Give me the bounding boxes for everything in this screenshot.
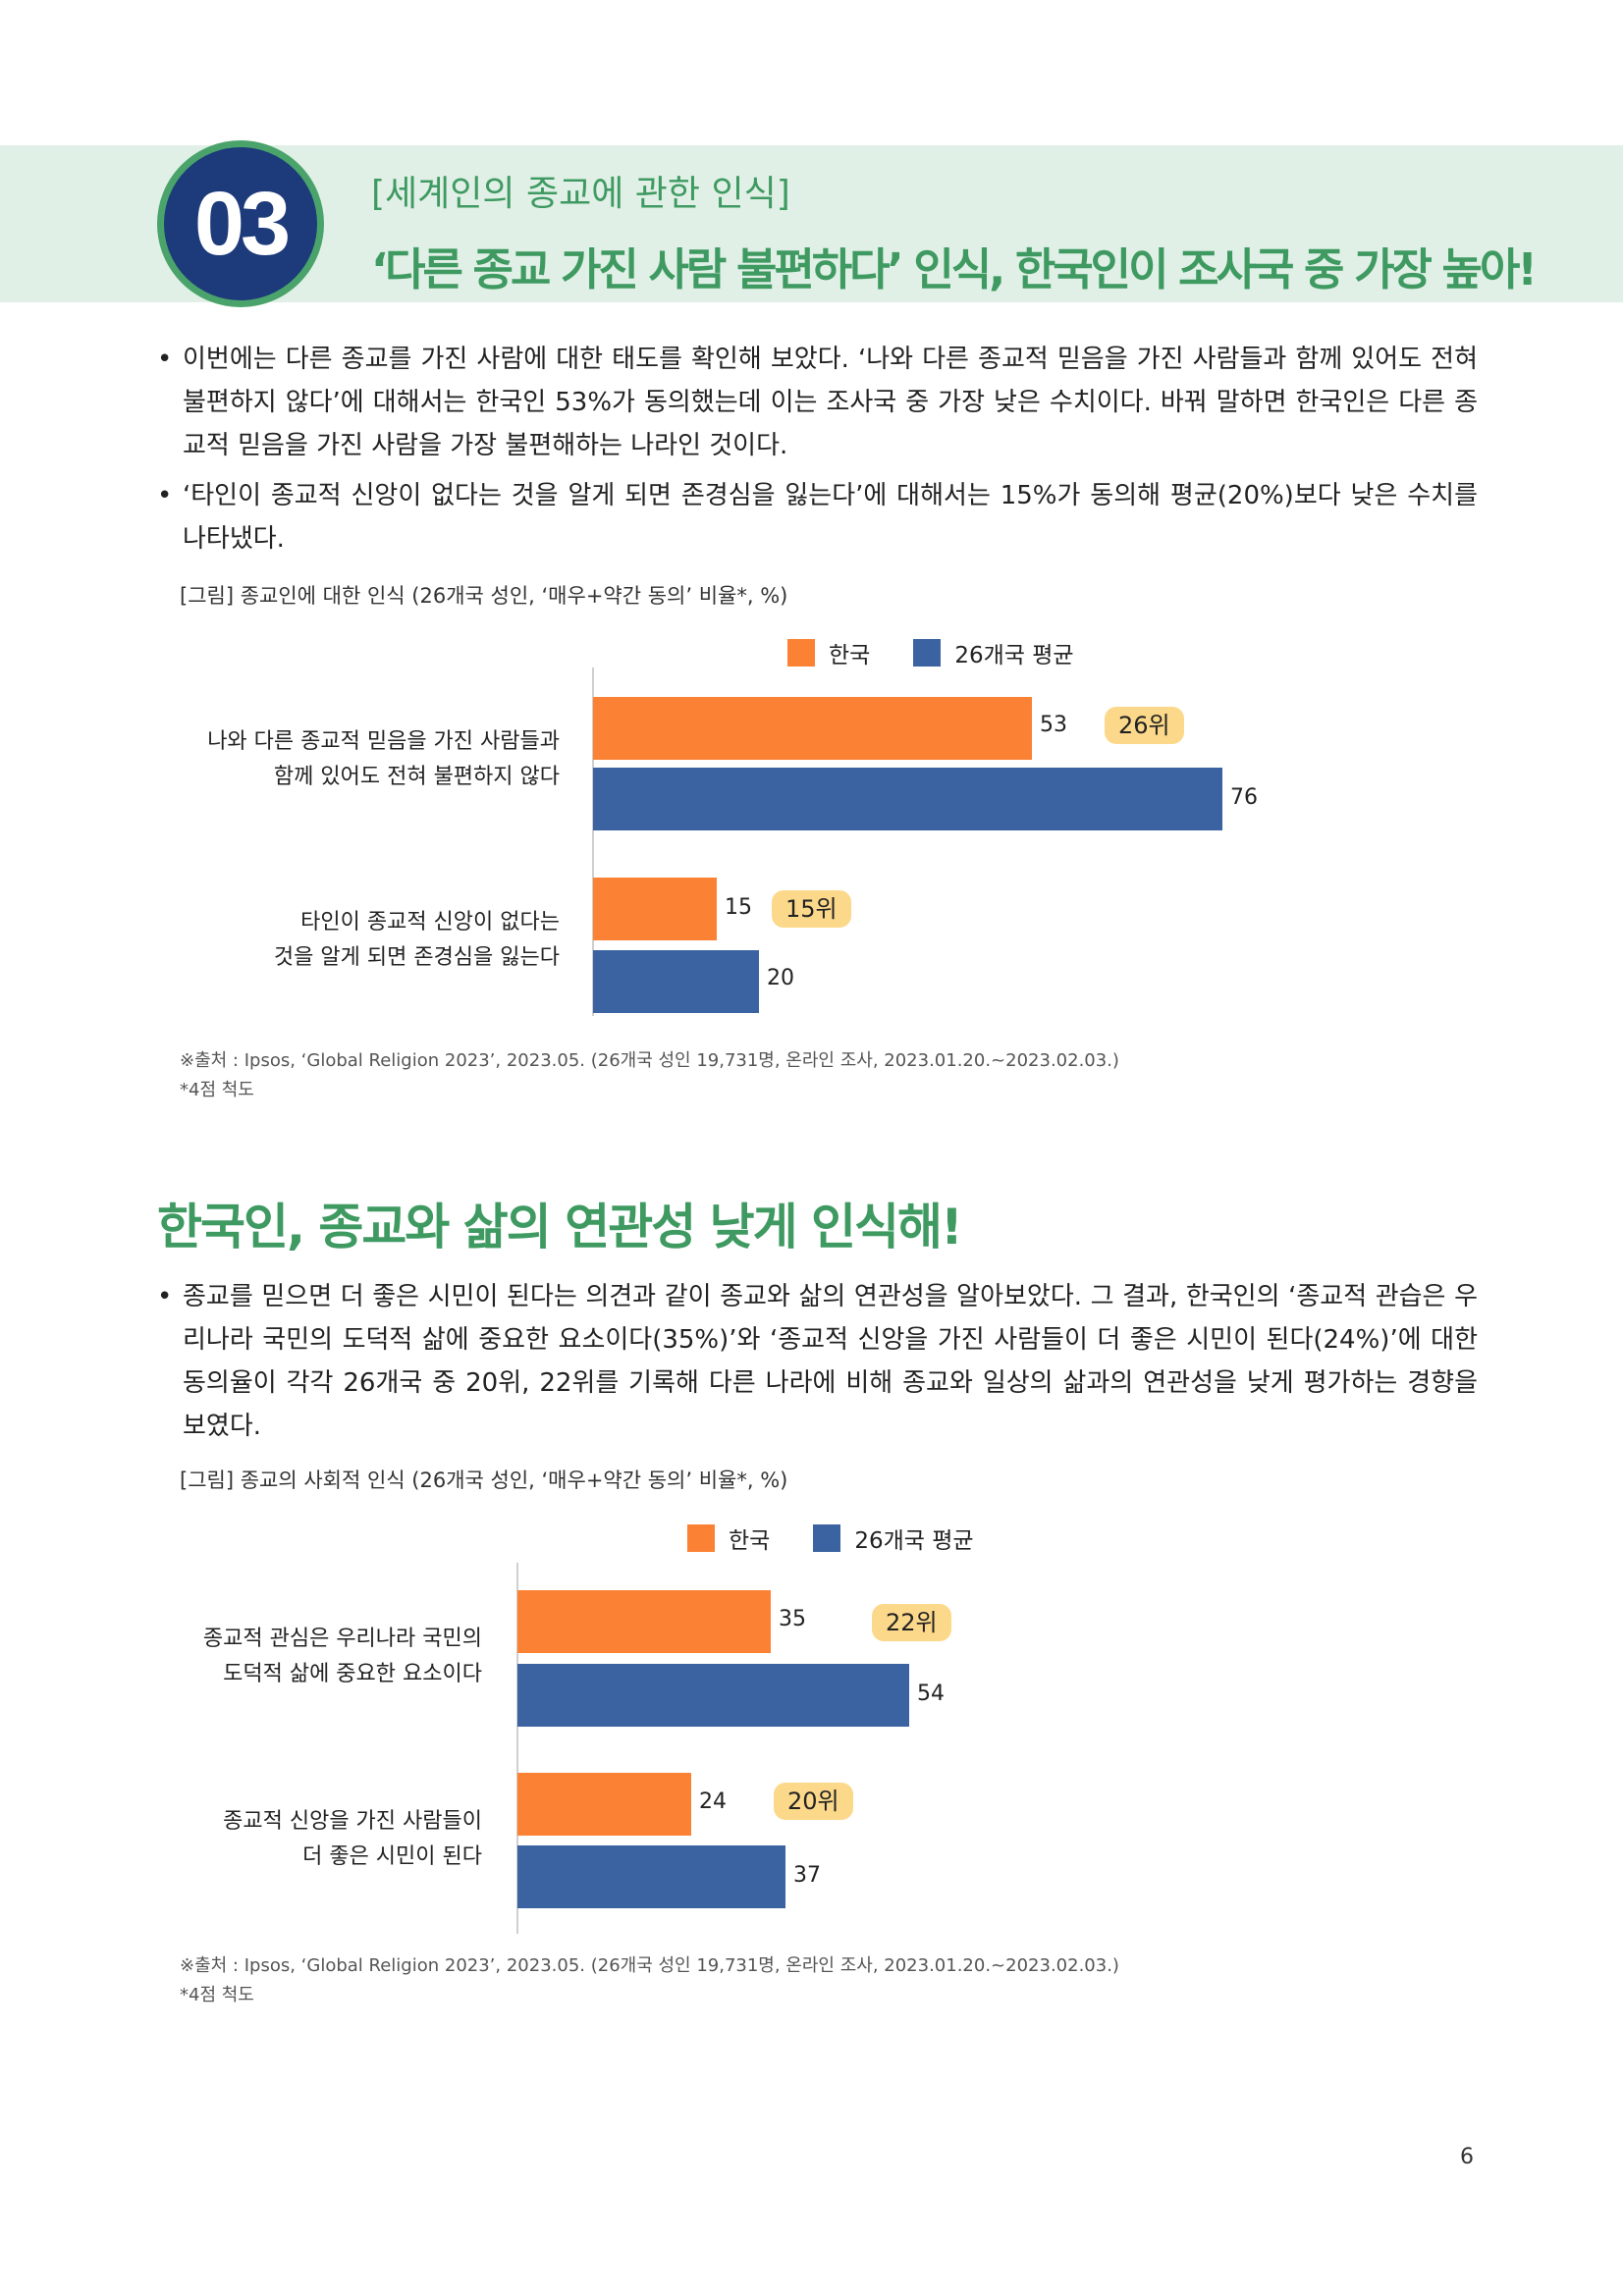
chart1-value-korea-2: 15 bbox=[725, 895, 752, 920]
legend-item-average: 26개국 평균 bbox=[813, 1522, 974, 1555]
category-line: 종교적 관심은 우리나라 국민의 bbox=[202, 1627, 482, 1651]
note-line: *4점 척도 bbox=[180, 1080, 254, 1100]
legend-item-korea: 한국 bbox=[787, 636, 870, 669]
category-line: 종교적 신앙을 가진 사람들이 bbox=[223, 1809, 482, 1834]
chart1-category-1: 나와 다른 종교적 믿음을 가진 사람들과 함께 있어도 전혀 불편하지 않다 bbox=[207, 724, 560, 795]
chart1-legend: 한국 26개국 평균 bbox=[787, 636, 1117, 669]
chart2-value-korea-2: 24 bbox=[699, 1789, 727, 1814]
chart2-category-1: 종교적 관심은 우리나라 국민의 도덕적 삶에 중요한 요소이다 bbox=[203, 1622, 482, 1692]
chart1-value-average-2: 20 bbox=[767, 966, 794, 990]
chart2-caption: [그림] 종교의 사회적 인식 (26개국 성인, ‘매우+약간 동의’ 비율*… bbox=[180, 1468, 788, 1492]
chart1-bar-average-2 bbox=[593, 950, 759, 1013]
chart2-legend: 한국 26개국 평균 bbox=[687, 1522, 1017, 1555]
chart2-rank-badge-1: 22위 bbox=[872, 1604, 951, 1641]
chart1-value-korea-1: 53 bbox=[1040, 713, 1067, 737]
chart1-bar-average-1 bbox=[593, 768, 1222, 830]
legend-item-average: 26개국 평균 bbox=[913, 636, 1074, 669]
chart1-axis bbox=[592, 667, 594, 1016]
note-line: *4점 척도 bbox=[180, 1985, 254, 2005]
category-line: 도덕적 삶에 중요한 요소이다 bbox=[223, 1662, 482, 1686]
legend-swatch-average bbox=[913, 639, 942, 667]
chart1-bar-korea-1 bbox=[593, 697, 1032, 760]
chart2-bar-korea-1 bbox=[517, 1590, 771, 1653]
chart2-value-average-1: 54 bbox=[917, 1682, 945, 1706]
paragraph-bullet-1: • 이번에는 다른 종교를 가진 사람에 대한 태도를 확인해 보았다. ‘나와… bbox=[157, 338, 1478, 467]
paragraph-text: ‘타인이 종교적 신앙이 없다는 것을 알게 되면 존경심을 잃는다’에 대해서… bbox=[183, 481, 1478, 554]
legend-label-korea: 한국 bbox=[729, 1528, 771, 1554]
category-line: 것을 알게 되면 존경심을 잃는다 bbox=[273, 945, 560, 970]
legend-swatch-korea bbox=[787, 639, 815, 667]
bullet-dot-icon: • bbox=[157, 481, 173, 510]
paragraph-text: 이번에는 다른 종교를 가진 사람에 대한 태도를 확인해 보았다. ‘나와 다… bbox=[183, 345, 1478, 460]
chart2-bar-average-1 bbox=[517, 1664, 909, 1727]
legend-swatch-average bbox=[813, 1524, 841, 1552]
chart2-source: ※출처 : Ipsos, ‘Global Religion 2023’, 202… bbox=[180, 1951, 1119, 2010]
legend-label-average: 26개국 평균 bbox=[954, 643, 1074, 668]
paragraph-text: 종교를 믿으면 더 좋은 시민이 된다는 의견과 같이 종교와 삶의 연관성을 … bbox=[183, 1282, 1478, 1441]
chart1-category-2: 타인이 종교적 신앙이 없다는 것을 알게 되면 존경심을 잃는다 bbox=[274, 905, 560, 976]
source-line: ※출처 : Ipsos, ‘Global Religion 2023’, 202… bbox=[180, 1955, 1119, 1976]
section-number-badge: 03 bbox=[157, 140, 324, 307]
chart2-value-korea-1: 35 bbox=[779, 1607, 806, 1631]
bullet-dot-icon: • bbox=[157, 345, 173, 374]
source-line: ※출처 : Ipsos, ‘Global Religion 2023’, 202… bbox=[180, 1050, 1119, 1071]
chart2-bar-korea-2 bbox=[517, 1773, 691, 1836]
section2-title: 한국인, 종교와 삶의 연관성 낮게 인식해! bbox=[157, 1199, 963, 1255]
header-subtitle: [세계인의 종교에 관한 인식] bbox=[371, 174, 790, 214]
legend-item-korea: 한국 bbox=[687, 1522, 770, 1555]
legend-swatch-korea bbox=[687, 1524, 715, 1552]
chart1-value-average-1: 76 bbox=[1230, 785, 1258, 810]
category-line: 타인이 종교적 신앙이 없다는 bbox=[300, 910, 560, 934]
section-number: 03 bbox=[193, 173, 291, 274]
chart2-axis bbox=[516, 1563, 518, 1934]
paragraph-bullet-3: • 종교를 믿으면 더 좋은 시민이 된다는 의견과 같이 종교와 삶의 연관성… bbox=[157, 1275, 1478, 1448]
chart2-value-average-2: 37 bbox=[793, 1863, 821, 1888]
page-number: 6 bbox=[1460, 2145, 1474, 2169]
category-line: 나와 다른 종교적 믿음을 가진 사람들과 bbox=[207, 729, 560, 754]
chart2-category-2: 종교적 신앙을 가진 사람들이 더 좋은 시민이 된다 bbox=[223, 1804, 482, 1875]
bullet-dot-icon: • bbox=[157, 1282, 173, 1311]
category-line: 더 좋은 시민이 된다 bbox=[302, 1844, 482, 1869]
paragraph-bullet-2: • ‘타인이 종교적 신앙이 없다는 것을 알게 되면 존경심을 잃는다’에 대… bbox=[157, 474, 1478, 561]
chart1-caption: [그림] 종교인에 대한 인식 (26개국 성인, ‘매우+약간 동의’ 비율*… bbox=[180, 584, 788, 608]
chart1-source: ※출처 : Ipsos, ‘Global Religion 2023’, 202… bbox=[180, 1046, 1119, 1105]
chart1-rank-badge-1: 26위 bbox=[1105, 707, 1184, 744]
chart1-rank-badge-2: 15위 bbox=[772, 890, 851, 928]
header-title: ‘다른 종교 가진 사람 불편하다’ 인식, 한국인이 조사국 중 가장 높아! bbox=[371, 243, 1538, 295]
legend-label-average: 26개국 평균 bbox=[854, 1528, 974, 1554]
chart2-rank-badge-2: 20위 bbox=[774, 1783, 853, 1820]
chart1-bar-korea-2 bbox=[593, 878, 717, 940]
category-line: 함께 있어도 전혀 불편하지 않다 bbox=[273, 765, 560, 789]
legend-label-korea: 한국 bbox=[829, 643, 871, 668]
chart2-bar-average-2 bbox=[517, 1845, 785, 1908]
